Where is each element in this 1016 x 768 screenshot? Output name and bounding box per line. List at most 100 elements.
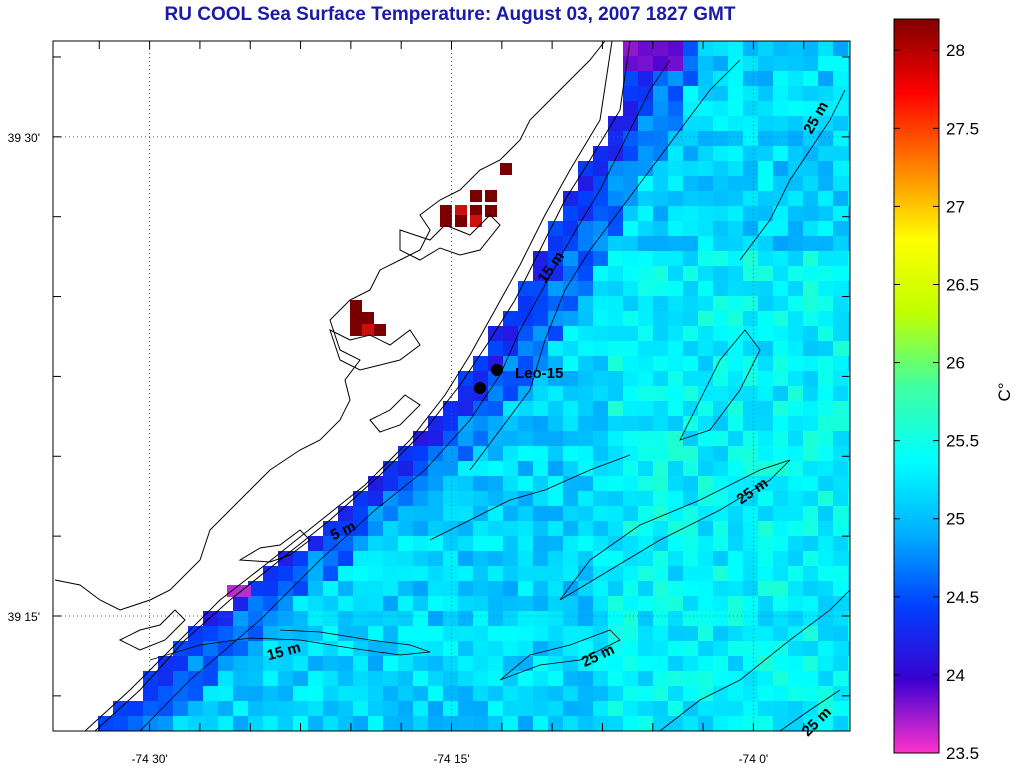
sst-pixel — [578, 311, 593, 326]
sst-pixel — [833, 671, 848, 686]
sst-pixel-inland — [470, 190, 482, 202]
sst-pixel — [413, 506, 428, 521]
sst-pixel — [818, 41, 833, 56]
sst-pixel — [353, 686, 368, 701]
sst-pixel — [443, 476, 458, 491]
sst-pixel — [428, 626, 443, 641]
sst-pixel — [773, 386, 788, 401]
sst-pixel — [833, 326, 848, 341]
sst-pixel — [758, 101, 773, 116]
sst-pixel — [668, 206, 683, 221]
sst-pixel — [383, 626, 398, 641]
sst-pixel — [293, 551, 308, 566]
sst-pixel — [458, 551, 473, 566]
sst-pixel — [833, 341, 848, 356]
sst-pixel — [563, 341, 578, 356]
sst-pixel — [743, 296, 758, 311]
sst-pixel — [728, 656, 743, 671]
sst-pixel — [233, 686, 248, 701]
sst-pixel — [668, 266, 683, 281]
sst-pixel — [803, 206, 818, 221]
sst-pixel — [623, 386, 638, 401]
sst-pixel — [578, 341, 593, 356]
sst-pixel — [638, 656, 653, 671]
sst-pixel — [353, 506, 368, 521]
sst-pixel — [788, 101, 803, 116]
sst-pixel — [728, 611, 743, 626]
sst-pixel — [698, 101, 713, 116]
sst-pixel — [383, 476, 398, 491]
sst-pixel — [758, 176, 773, 191]
sst-pixel — [383, 566, 398, 581]
sst-pixel — [548, 551, 563, 566]
sst-pixel — [608, 326, 623, 341]
sst-pixel — [563, 566, 578, 581]
sst-pixel — [758, 146, 773, 161]
sst-pixel — [773, 71, 788, 86]
sst-pixel — [563, 626, 578, 641]
sst-pixel — [533, 476, 548, 491]
sst-pixel — [803, 296, 818, 311]
sst-pixel — [638, 476, 653, 491]
sst-pixel — [533, 491, 548, 506]
sst-pixel — [458, 416, 473, 431]
sst-pixel — [728, 686, 743, 701]
sst-pixel — [698, 701, 713, 716]
sst-pixel — [428, 551, 443, 566]
sst-pixel — [788, 626, 803, 641]
sst-pixel — [788, 416, 803, 431]
sst-pixel — [368, 611, 383, 626]
sst-pixel — [488, 341, 503, 356]
sst-pixel — [623, 611, 638, 626]
sst-pixel — [728, 716, 743, 731]
sst-pixel — [683, 221, 698, 236]
sst-pixel — [248, 626, 263, 641]
sst-pixel — [818, 626, 833, 641]
sst-pixel — [758, 566, 773, 581]
sst-pixel — [548, 626, 563, 641]
sst-pixel — [518, 296, 533, 311]
sst-pixel — [263, 671, 278, 686]
sst-pixel — [713, 566, 728, 581]
sst-pixel — [608, 431, 623, 446]
sst-pixel-inland — [455, 215, 467, 227]
sst-pixel — [173, 656, 188, 671]
sst-pixel — [128, 701, 143, 716]
sst-pixel — [818, 101, 833, 116]
sst-pixel — [683, 41, 698, 56]
sst-pixel — [518, 476, 533, 491]
sst-pixel — [683, 656, 698, 671]
sst-pixel — [518, 536, 533, 551]
sst-pixel — [743, 371, 758, 386]
sst-pixel — [638, 161, 653, 176]
sst-pixel — [308, 671, 323, 686]
sst-pixel — [518, 446, 533, 461]
sst-pixel — [668, 371, 683, 386]
sst-pixel — [638, 491, 653, 506]
sst-pixel — [143, 701, 158, 716]
sst-pixel — [803, 41, 818, 56]
coastline — [54, 41, 631, 731]
sst-pixel — [728, 416, 743, 431]
sst-pixel — [458, 491, 473, 506]
sst-pixel — [683, 356, 698, 371]
sst-pixel — [848, 326, 850, 341]
sst-pixel — [203, 701, 218, 716]
sst-pixel — [773, 491, 788, 506]
sst-pixel — [548, 596, 563, 611]
sst-pixel — [773, 476, 788, 491]
sst-pixel — [728, 161, 743, 176]
sst-pixel — [608, 371, 623, 386]
sst-pixel — [848, 476, 850, 491]
sst-pixel — [608, 356, 623, 371]
sst-pixel — [728, 626, 743, 641]
sst-pixel — [818, 371, 833, 386]
sst-pixel — [758, 281, 773, 296]
sst-pixel — [743, 566, 758, 581]
sst-pixel — [578, 386, 593, 401]
sst-pixel — [698, 686, 713, 701]
sst-pixel — [158, 686, 173, 701]
sst-pixel — [398, 716, 413, 731]
sst-pixel — [503, 461, 518, 476]
sst-pixel — [503, 701, 518, 716]
